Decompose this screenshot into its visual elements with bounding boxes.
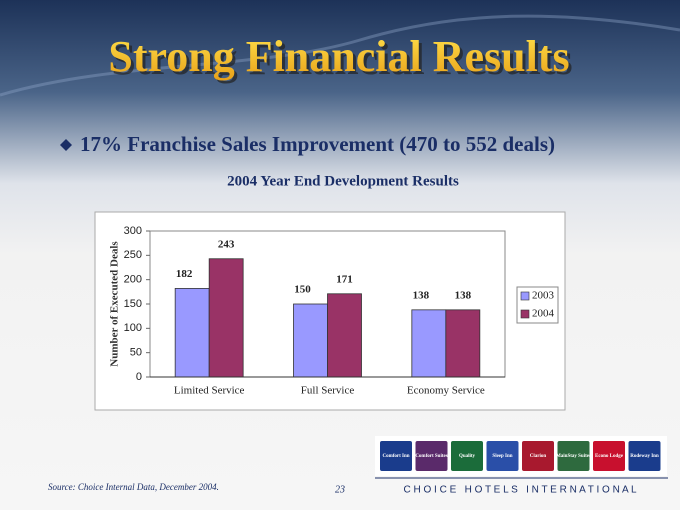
y-tick-label: 200 bbox=[124, 274, 142, 286]
y-tick-label: 100 bbox=[124, 322, 142, 334]
brand-logo-label: Clarion bbox=[530, 454, 547, 459]
y-axis-label: Number of Executed Deals bbox=[109, 241, 121, 367]
data-label: 182 bbox=[176, 268, 193, 280]
bar bbox=[411, 309, 447, 378]
page-number: 23 bbox=[335, 484, 345, 495]
brand-logo bbox=[522, 441, 554, 471]
data-label: 171 bbox=[336, 273, 353, 285]
brand-logo bbox=[593, 441, 625, 471]
source-note: Source: Choice Internal Data, December 2… bbox=[48, 482, 219, 492]
brand-logo bbox=[451, 441, 483, 471]
y-tick-label: 150 bbox=[124, 298, 142, 310]
data-label: 138 bbox=[413, 289, 430, 301]
y-tick-label: 50 bbox=[130, 347, 142, 359]
bar bbox=[293, 303, 328, 378]
bullet-text: 17% Franchise Sales Improvement (470 to … bbox=[80, 132, 555, 156]
y-tick-label: 300 bbox=[124, 225, 142, 237]
bar bbox=[174, 288, 210, 378]
bar bbox=[445, 309, 481, 378]
y-tick-label: 0 bbox=[136, 371, 142, 383]
legend-swatch bbox=[520, 291, 530, 301]
brand-logo-label: MainStay Suites bbox=[556, 454, 591, 459]
data-label: 243 bbox=[218, 238, 235, 250]
brand-logo bbox=[486, 441, 519, 471]
legend-label: 2003 bbox=[532, 290, 555, 302]
brand-name: C H O I C E H O T E L S I N T E R N A T … bbox=[403, 485, 636, 496]
bar bbox=[327, 293, 362, 378]
legend-swatch bbox=[520, 309, 530, 319]
data-label: 138 bbox=[455, 289, 472, 301]
legend-label: 2004 bbox=[532, 308, 555, 320]
brand-logo bbox=[415, 441, 448, 471]
background-streak bbox=[0, 14, 680, 97]
brand-logo bbox=[557, 441, 590, 471]
brand-logo-label: Sleep Inn bbox=[492, 454, 512, 459]
brand-logo-label: Econo Lodge bbox=[595, 454, 624, 459]
x-tick-label: Full Service bbox=[301, 385, 355, 397]
x-tick-label: Limited Service bbox=[174, 385, 245, 397]
brand-logo-label: Rodeway Inn bbox=[630, 454, 659, 459]
brand-logo-label: Comfort Suites bbox=[415, 454, 447, 459]
slide-title: Strong Financial Results bbox=[108, 32, 569, 81]
brand-logo-label: Quality bbox=[459, 454, 476, 459]
bar bbox=[208, 258, 244, 378]
brand-logo bbox=[380, 441, 412, 471]
data-label: 150 bbox=[294, 284, 311, 296]
bullet-diamond bbox=[60, 139, 72, 151]
chart-title: 2004 Year End Development Results bbox=[227, 173, 459, 189]
brand-logo bbox=[628, 441, 661, 471]
brand-logo-label: Comfort Inn bbox=[382, 454, 409, 459]
y-tick-label: 250 bbox=[124, 249, 142, 261]
title-shadow: Strong Financial Results bbox=[111, 35, 572, 84]
x-tick-label: Economy Service bbox=[407, 385, 485, 397]
